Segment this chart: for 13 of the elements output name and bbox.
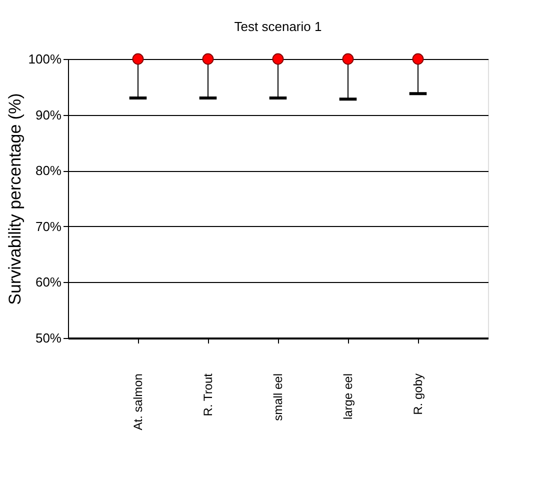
y-tick-label: 100%	[28, 52, 62, 66]
y-tick-label: 70%	[35, 218, 62, 234]
x-tick-label: large eel	[341, 374, 355, 420]
y-tick-label: 60%	[35, 274, 62, 290]
y-tick-label: 90%	[35, 107, 62, 122]
y-tick-label: 80%	[35, 163, 62, 178]
y-tick-label: 50%	[35, 330, 62, 346]
x-tick-label: R. goby	[411, 374, 425, 415]
chart-title: Test scenario 1	[234, 18, 322, 34]
x-tick-label: At. salmon	[131, 374, 145, 430]
x-tick-label: R. Trout	[201, 372, 215, 416]
x-tick-label: small eel	[271, 374, 285, 421]
y-axis-title: Survivability percentage (%)	[5, 93, 24, 305]
